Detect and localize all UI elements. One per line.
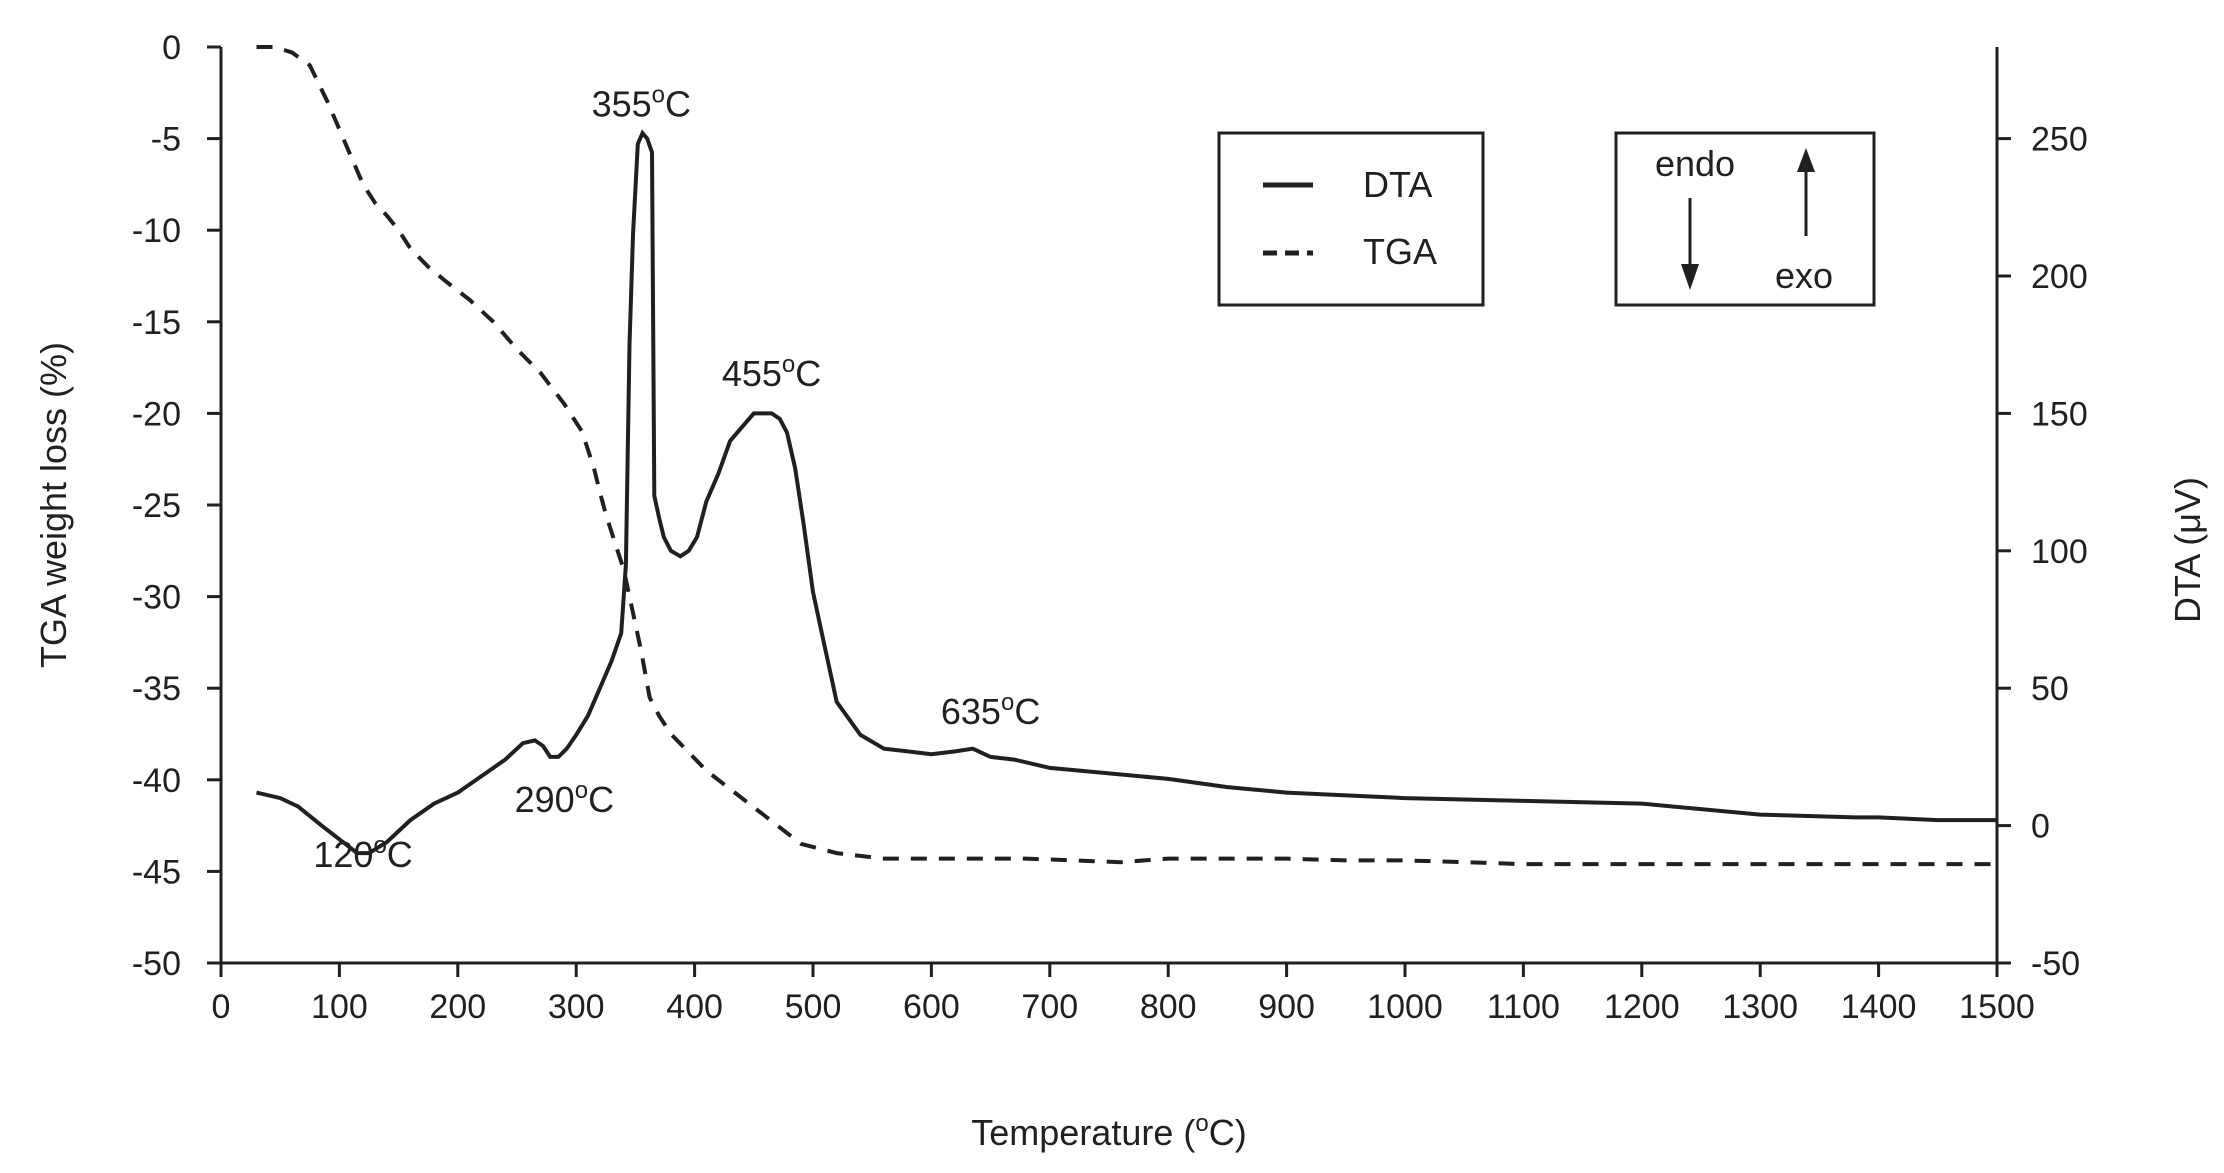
y-right-axis-title: DTA (μV) bbox=[2167, 477, 2208, 623]
y-left-tick-label: -40 bbox=[132, 762, 181, 800]
y-right-tick-label: 0 bbox=[2031, 808, 2050, 846]
y-left-tick-label: -10 bbox=[132, 212, 181, 250]
x-tick-label: 0 bbox=[212, 988, 231, 1026]
y-right-tick-label: 100 bbox=[2031, 533, 2088, 571]
y-right-tick-label: -50 bbox=[2031, 945, 2080, 983]
x-tick-label: 600 bbox=[903, 988, 960, 1026]
series-line-tga bbox=[256, 45, 1997, 867]
y-right-tick-label: 200 bbox=[2031, 258, 2088, 296]
x-tick-label: 1200 bbox=[1604, 988, 1680, 1026]
x-tick-label: 700 bbox=[1021, 988, 1078, 1026]
peak-annotation: 290oC bbox=[515, 777, 614, 820]
y-right-tick-label: 50 bbox=[2031, 670, 2069, 708]
x-tick-label: 1300 bbox=[1722, 988, 1798, 1026]
y-left-tick-label: -35 bbox=[132, 670, 181, 708]
endo-arrow-icon bbox=[1681, 264, 1699, 290]
peak-annotation: 455oC bbox=[722, 351, 821, 394]
legend-label-dta: DTA bbox=[1363, 164, 1432, 205]
x-tick-label: 1400 bbox=[1841, 988, 1917, 1026]
x-tick-label: 1100 bbox=[1487, 988, 1560, 1026]
x-axis-title-tail: C) bbox=[1209, 1112, 1247, 1153]
x-tick-label: 900 bbox=[1258, 988, 1315, 1026]
peak-annotation: 120oC bbox=[313, 832, 412, 875]
x-tick-label: 1500 bbox=[1959, 988, 2035, 1026]
x-tick-label: 200 bbox=[429, 988, 486, 1026]
legend-box bbox=[1217, 131, 1485, 307]
y-left-axis-title: TGA weight loss (%) bbox=[33, 342, 74, 668]
y-left-tick-label: -20 bbox=[132, 395, 181, 433]
x-ticks: 0 100 200 300 400 500 600 700 800 900 1000 1100 1200… bbox=[212, 963, 2035, 1026]
y-left-tick-label: -30 bbox=[132, 579, 181, 617]
x-tick-label: 100 bbox=[311, 988, 368, 1026]
direction-box-frame bbox=[1614, 131, 1876, 307]
x-axis-title: Temperature (oC) bbox=[971, 1110, 1246, 1153]
y-left-tick-label: -5 bbox=[151, 121, 181, 159]
direction-box: endo exo bbox=[1614, 131, 1876, 307]
x-axis-title-main: Temperature ( bbox=[971, 1112, 1195, 1153]
endo-label: endo bbox=[1655, 143, 1735, 184]
exo-arrow-icon bbox=[1797, 148, 1815, 172]
y-left-tick-label: -15 bbox=[132, 304, 181, 342]
x-tick-label: 400 bbox=[666, 988, 723, 1026]
y-left-tick-label: -50 bbox=[132, 945, 181, 983]
x-axis-title-sup: o bbox=[1195, 1110, 1208, 1137]
peak-annotation: 635oC bbox=[941, 689, 1040, 732]
y-right-ticks: 250 200 150 100 50 0 -50 bbox=[1997, 121, 2088, 983]
legend: DTA TGA bbox=[1217, 131, 1485, 307]
legend-label-tga: TGA bbox=[1363, 231, 1437, 272]
x-tick-label: 300 bbox=[548, 988, 605, 1026]
y-right-tick-label: 150 bbox=[2031, 395, 2088, 433]
y-left-ticks: 0 -5 -10 -15 -20 -25 -30 -35 -40 -45 -50 bbox=[132, 29, 221, 983]
annotations: 120oC 290oC 355oC 455oC 635oC bbox=[313, 82, 1040, 875]
y-right-tick-label: 250 bbox=[2031, 121, 2088, 159]
series-line-dta bbox=[256, 129, 1997, 856]
y-left-tick-label: 0 bbox=[162, 29, 181, 67]
peak-annotation: 355oC bbox=[592, 82, 691, 125]
y-left-tick-label: -25 bbox=[132, 487, 181, 525]
x-tick-label: 800 bbox=[1140, 988, 1197, 1026]
x-tick-label: 1000 bbox=[1367, 988, 1443, 1026]
x-tick-label: 500 bbox=[785, 988, 842, 1026]
exo-label: exo bbox=[1775, 255, 1833, 296]
y-left-tick-label: -45 bbox=[132, 853, 181, 891]
